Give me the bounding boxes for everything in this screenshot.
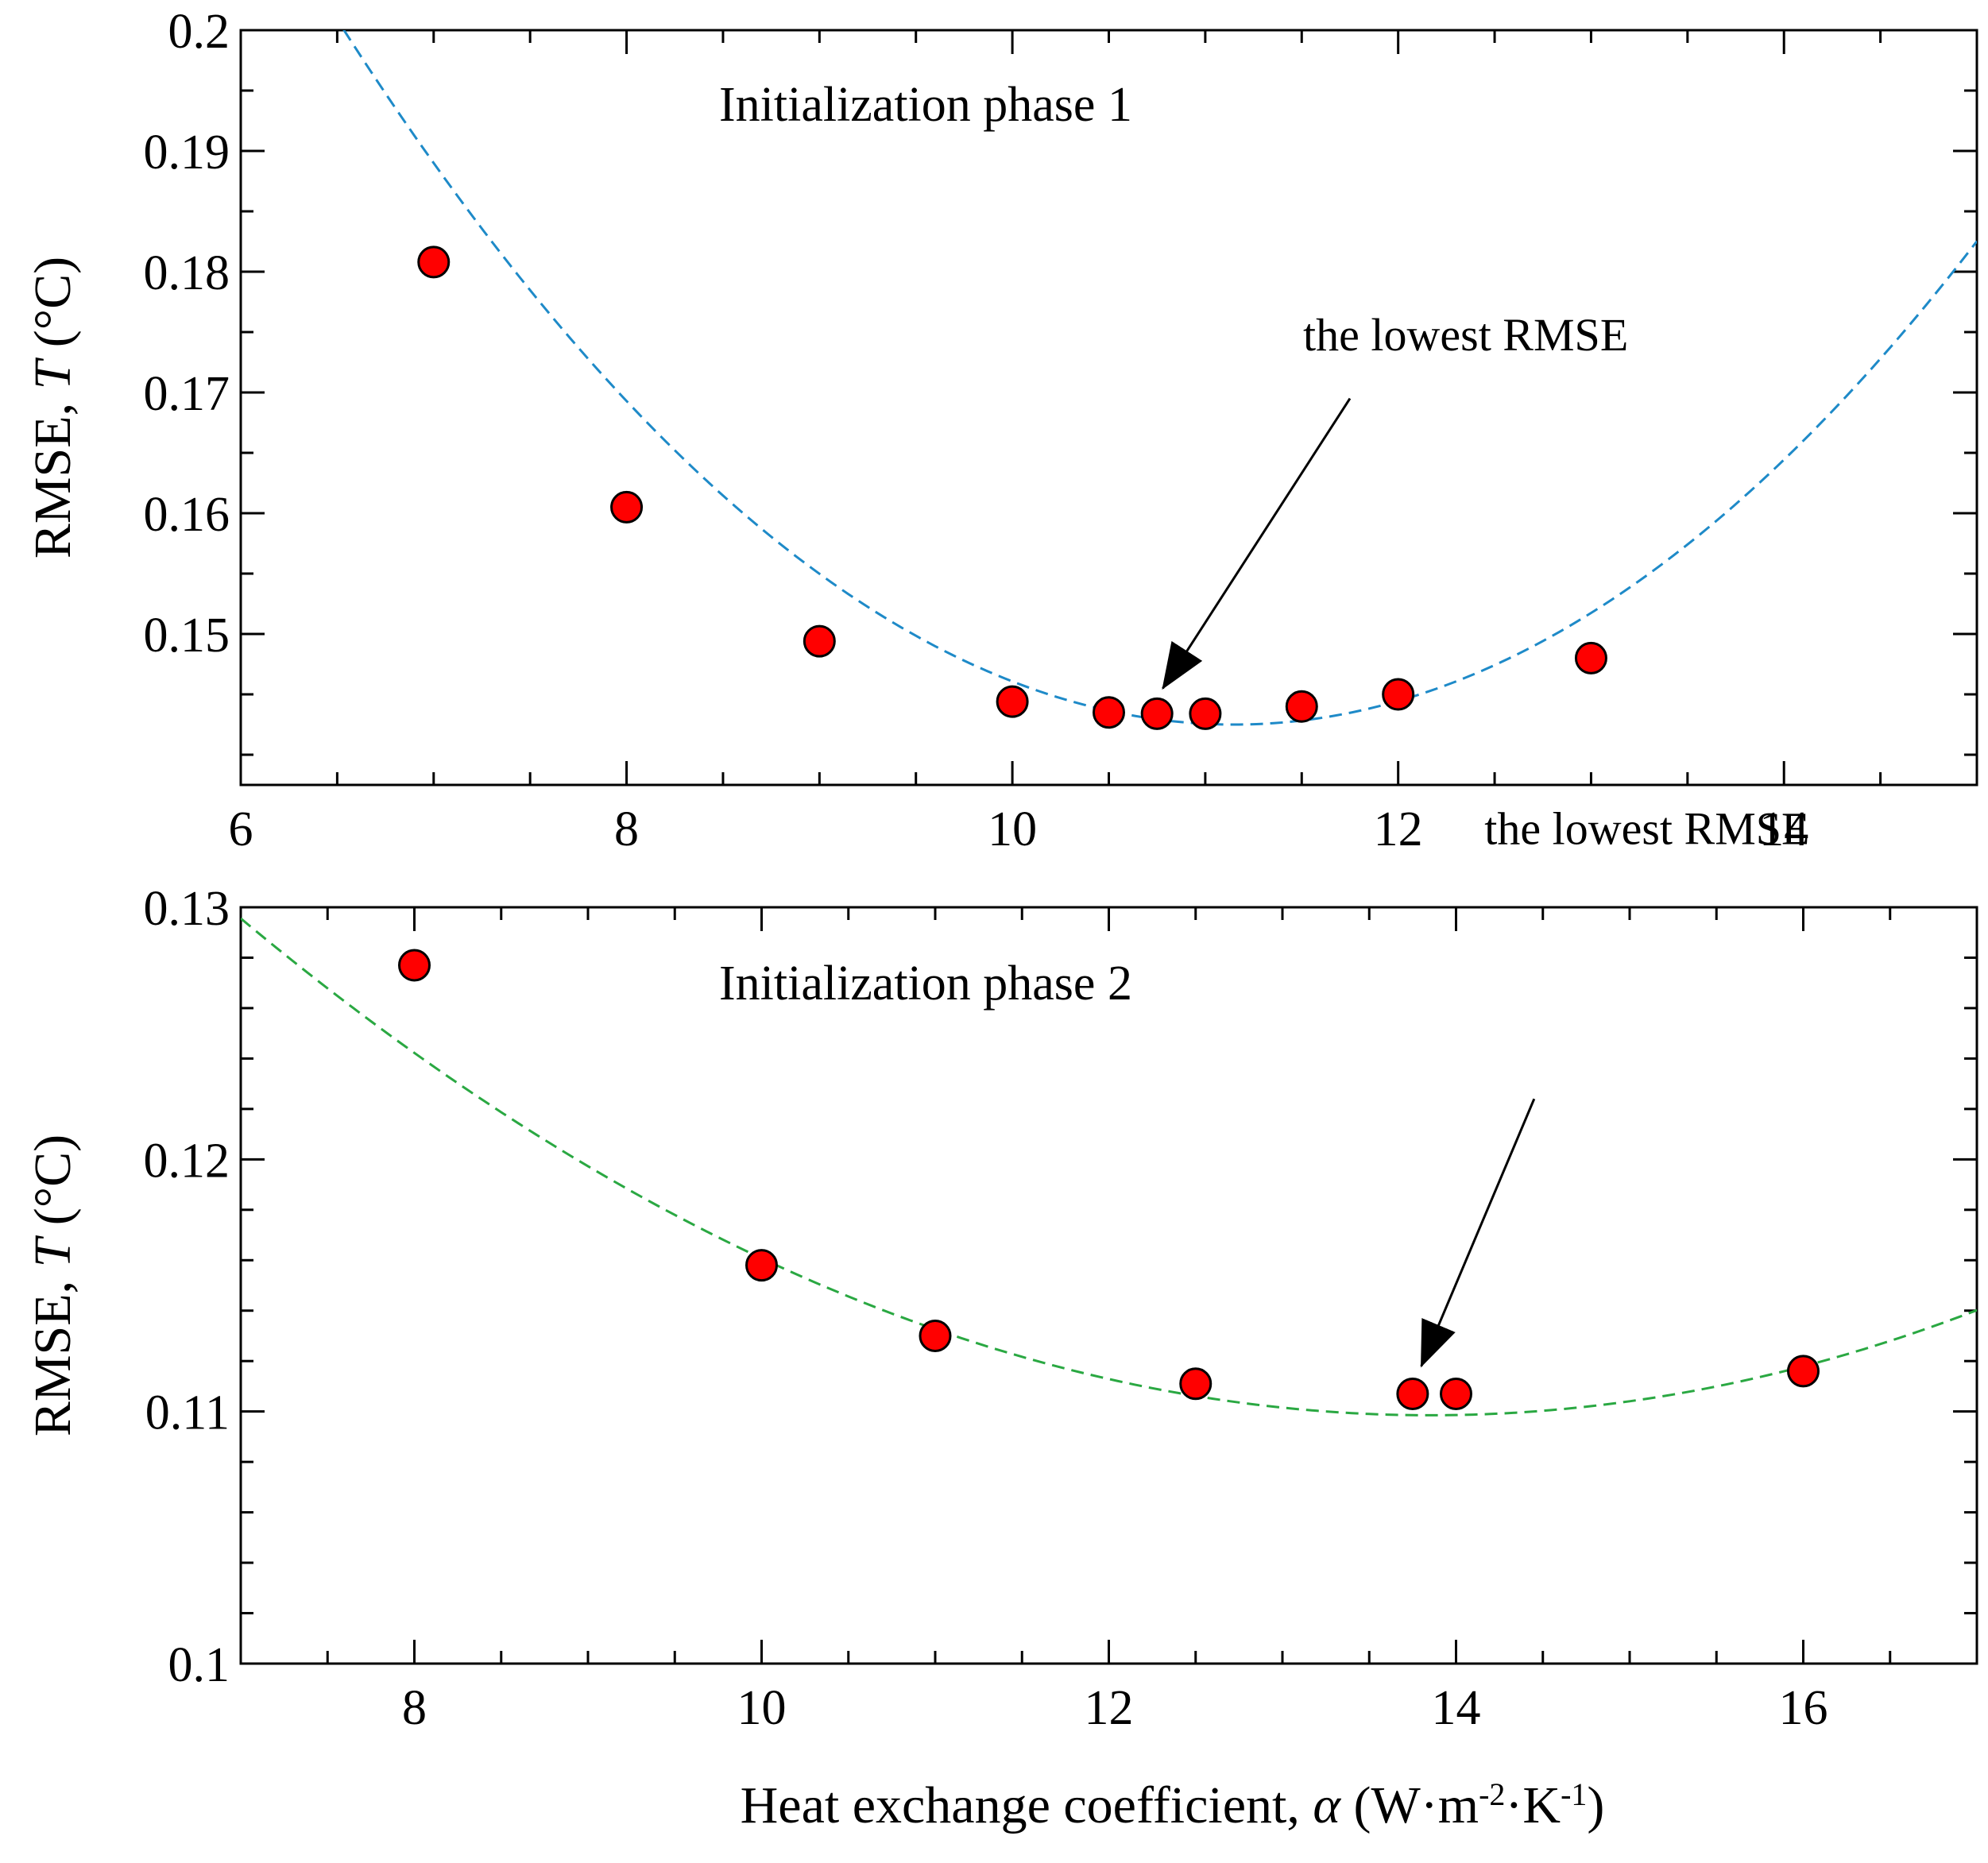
x-tick-label: 10 <box>737 1681 787 1735</box>
data-point <box>1189 697 1222 730</box>
x-axis-title: Heat exchange coefficient, α (W·m-2·K-1) <box>741 1776 1605 1835</box>
data-point <box>1179 1367 1213 1401</box>
x-tick-label: 12 <box>1085 1681 1134 1735</box>
plot-frame <box>239 29 1978 787</box>
data-point <box>1285 690 1318 723</box>
y-tick-label: 0.12 <box>144 1134 230 1188</box>
data-point <box>1093 696 1125 729</box>
data-point <box>803 624 836 658</box>
data-point <box>610 490 644 524</box>
x-tick-label: 16 <box>1779 1681 1828 1735</box>
y-tick-label: 0.2 <box>168 5 230 59</box>
fit-curve <box>241 917 1977 1417</box>
x-tick-label: 12 <box>1374 802 1423 856</box>
y-tick-label: 0.15 <box>144 609 230 663</box>
chart-panel-2: 8 10 12 14 16 0.1 0.11 0.12 0.13 RMSE, T (°C) Heat… <box>24 803 1978 1835</box>
x-tick-label: 6 <box>229 802 253 856</box>
x-tick-label: 10 <box>988 802 1037 856</box>
annotation-label: the lowest RMSE <box>1484 803 1809 855</box>
y-axis-title: RMSE, T (°C) <box>24 1134 82 1436</box>
data-point <box>996 685 1029 718</box>
y-tick-label: 0.11 <box>145 1386 230 1440</box>
data-point <box>919 1319 952 1352</box>
data-point <box>1140 697 1174 730</box>
y-axis-title: RMSE, T (°C) <box>24 257 82 559</box>
x-tick-label: 8 <box>614 802 639 856</box>
x-tick-label: 8 <box>402 1681 427 1735</box>
annotation-arrow <box>1420 1098 1536 1368</box>
data-point <box>1787 1355 1820 1388</box>
data-point <box>1396 1377 1429 1410</box>
y-tick-label: 0.1 <box>168 1638 230 1692</box>
data-point <box>1440 1377 1472 1410</box>
data-point <box>1382 678 1415 711</box>
chart-panel-1: 6 8 10 12 14 0.15 0.16 0.17 0.18 0.19 0.2 RMSE, T (… <box>24 5 1978 856</box>
y-tick-label: 0.19 <box>144 126 230 180</box>
panel-title: Initialization phase 1 <box>719 78 1132 132</box>
panel-title: Initialization phase 2 <box>719 957 1132 1011</box>
y-tick-label: 0.17 <box>144 367 230 421</box>
plot-frame <box>239 906 1978 1665</box>
data-point <box>398 949 431 982</box>
data-point <box>745 1249 778 1282</box>
y-tick-label: 0.18 <box>144 246 230 300</box>
y-tick-label: 0.16 <box>144 488 230 542</box>
x-tick-label: 14 <box>1759 802 1808 856</box>
data-point <box>1574 641 1607 674</box>
annotation-label: the lowest RMSE <box>1303 309 1628 361</box>
annotation-arrow <box>1162 397 1352 690</box>
x-tick-label: 14 <box>1432 1681 1481 1735</box>
y-tick-label: 0.13 <box>144 882 230 936</box>
fit-curve <box>342 30 1977 726</box>
data-point <box>417 245 451 279</box>
